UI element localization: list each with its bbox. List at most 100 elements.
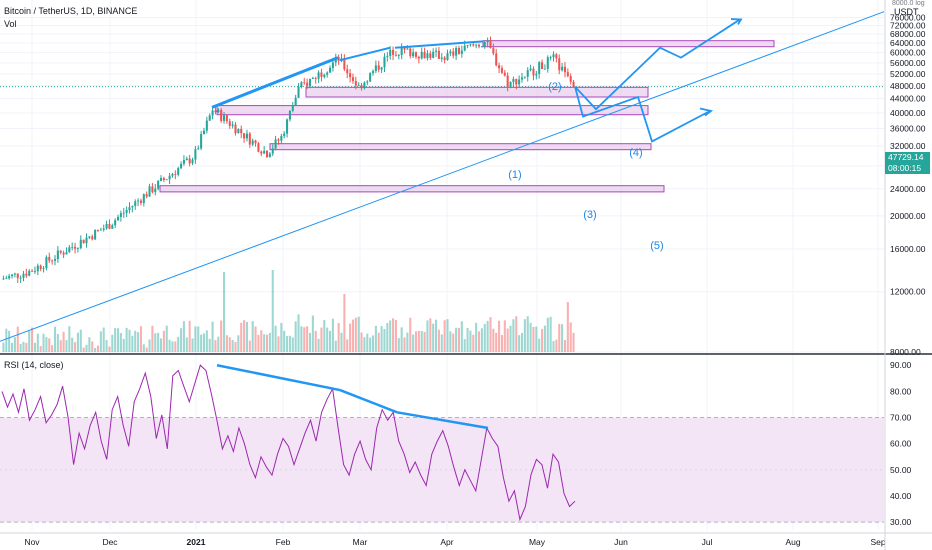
volume-bar (53, 326, 57, 352)
volume-bar (225, 335, 228, 352)
volume-bar (131, 335, 134, 352)
volume-bar (139, 326, 142, 352)
volume-bar (317, 338, 320, 352)
time-tick-label: 2021 (187, 537, 206, 547)
candle-body (231, 124, 234, 126)
price-tick-label: 48000.00 (890, 81, 926, 91)
volume-bar (59, 340, 62, 352)
candle-body (68, 247, 71, 253)
candle-body (472, 44, 475, 46)
volume-bar (240, 322, 243, 352)
volume-bar (354, 317, 357, 352)
volume-bar (457, 327, 460, 352)
candle-body (145, 194, 148, 197)
volume-bar (283, 330, 286, 352)
price-tick-label: 36000.00 (890, 124, 926, 134)
candle-body (300, 82, 303, 87)
volume-bar (300, 326, 303, 352)
volume-bar (495, 332, 498, 352)
candle-body (429, 53, 432, 58)
candle-body (286, 119, 289, 134)
candle-body (200, 133, 203, 149)
volume-bar (94, 347, 97, 352)
volume-bar (460, 321, 463, 352)
volume-bar (228, 337, 231, 352)
candle-body (53, 258, 57, 261)
candle-body (214, 110, 217, 113)
volume-bar (389, 320, 392, 352)
wave-labels: (1) (2) (3) (4) (5) (508, 81, 663, 252)
rsi-tick-label: 70.00 (890, 413, 912, 423)
candle-body (211, 110, 214, 116)
candle-body (65, 252, 68, 255)
time-tick-label: Aug (785, 537, 800, 547)
price-zone (159, 185, 665, 193)
candle-body (39, 265, 42, 269)
volume-bar (480, 328, 483, 352)
volume-bar (65, 340, 68, 352)
price-tick-label: 76000.00 (890, 12, 926, 22)
candle-body (139, 200, 142, 203)
candle-body (546, 57, 549, 69)
rsi-tick-label: 90.00 (890, 360, 912, 370)
candle-body (371, 71, 375, 74)
volume-bar (437, 329, 440, 352)
volume-bar (174, 341, 177, 352)
volume-bar (8, 330, 11, 352)
volume-bar (291, 337, 294, 352)
volume-bar (254, 326, 257, 352)
price-zone (482, 40, 775, 48)
candle-body (5, 278, 8, 280)
time-tick-label: Jul (702, 537, 713, 547)
volume-bar (308, 332, 312, 352)
candle-body (543, 68, 546, 70)
volume-bar (13, 337, 16, 352)
volume-bar (515, 316, 518, 352)
volume-bar (357, 316, 360, 352)
candle-body (500, 68, 503, 73)
volume-bar (351, 319, 354, 352)
candle-body (549, 57, 552, 58)
volume-bar (128, 329, 131, 352)
candle-body (317, 72, 320, 79)
volume-bar (346, 339, 349, 352)
volume-bar (202, 333, 206, 352)
volume-bar (311, 315, 314, 352)
wave-label: (5) (650, 240, 663, 252)
candle-body (174, 174, 177, 175)
candle-body (486, 39, 489, 43)
volume-bar (165, 325, 168, 352)
volume-bar (96, 345, 100, 352)
candle-body (96, 229, 100, 231)
volume-bar (429, 318, 432, 352)
candle-body (13, 273, 16, 275)
time-tick-label: Feb (276, 537, 291, 547)
volume-bar (486, 320, 489, 352)
volume-bar (214, 340, 217, 352)
volume-bar (177, 336, 180, 352)
volume-bar (329, 330, 332, 352)
candle-body (532, 68, 535, 76)
time-tick-label: May (529, 537, 546, 547)
candle-body (446, 53, 449, 61)
volume-bar (369, 337, 372, 352)
volume-bar (412, 334, 415, 352)
volume-bar (188, 320, 191, 352)
arrowhead-bearish (699, 107, 714, 117)
candle-body (535, 73, 538, 76)
volume-bar (91, 341, 94, 352)
candle-body (440, 57, 443, 59)
volume-bar (555, 339, 558, 352)
candle-body (168, 175, 171, 180)
candle-body (157, 180, 160, 189)
price-tick-label: 72000.00 (890, 21, 926, 31)
candle-body (280, 136, 283, 141)
volume-bar (432, 323, 435, 352)
candle-body (254, 140, 257, 144)
volume-bar (509, 325, 512, 352)
candle-body (16, 273, 19, 278)
candle-body (228, 121, 231, 126)
candle-body (194, 149, 197, 160)
candle-body (354, 80, 357, 86)
candle-body (392, 49, 395, 55)
